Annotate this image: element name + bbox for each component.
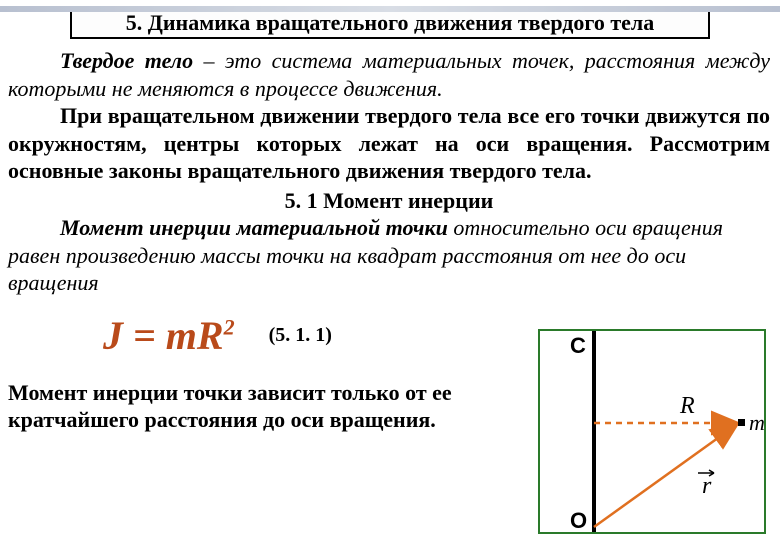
formula-exp: 2 xyxy=(224,314,235,339)
formula-number: (5. 1. 1) xyxy=(269,323,332,348)
diagram-svg: C O R r m xyxy=(540,331,764,532)
paragraph-rigid-body-def: Твердое тело – это система материальных … xyxy=(8,47,770,102)
point-m xyxy=(738,419,745,426)
paragraph-rotation-intro: При вращательном движении твердого тела … xyxy=(8,102,770,185)
moment-inertia-diagram: C O R r m xyxy=(538,329,766,534)
section-title: 5. Динамика вращательного движения тверд… xyxy=(126,10,655,35)
formula-base: J = mR xyxy=(103,313,224,358)
paragraph-conclusion: Момент инерции точки зависит только от е… xyxy=(8,379,538,434)
subsection-title: 5. 1 Момент инерции xyxy=(8,187,770,215)
vector-r xyxy=(594,425,736,527)
label-m: m xyxy=(749,410,764,435)
label-c: C xyxy=(570,333,586,358)
label-r-cap: R xyxy=(679,393,695,419)
term-rigid-body: Твердое тело xyxy=(60,48,193,73)
label-r: r xyxy=(702,473,712,499)
label-o: O xyxy=(570,508,587,532)
moment-inertia-def: Момент инерции материальной точки относи… xyxy=(8,214,770,297)
header-decoration xyxy=(0,6,780,12)
formula-moment-inertia: J = mR2 xyxy=(103,311,235,361)
term-moment-inertia: Момент инерции материальной точки xyxy=(60,215,448,240)
